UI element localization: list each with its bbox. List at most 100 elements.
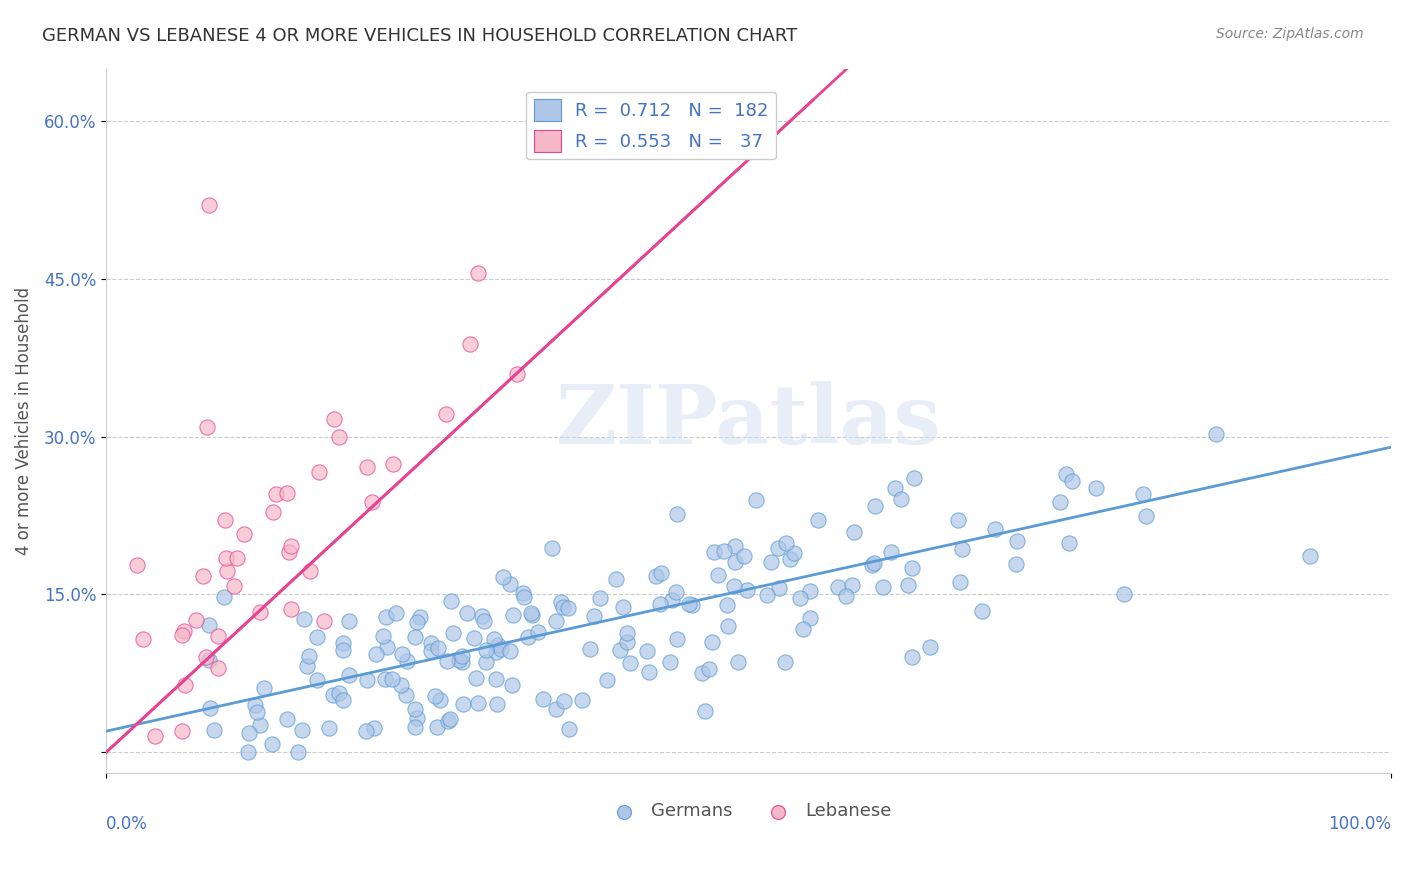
Point xyxy=(661,592,683,607)
Point xyxy=(377,640,399,655)
Point xyxy=(952,541,974,556)
Point xyxy=(489,641,512,656)
Point xyxy=(305,673,328,688)
Point xyxy=(551,600,574,615)
Point xyxy=(502,607,524,622)
Point xyxy=(305,630,328,644)
Point xyxy=(395,688,418,702)
Point xyxy=(332,643,354,657)
Legend: Germans, Lebanese: Germans, Lebanese xyxy=(599,795,898,828)
Point xyxy=(636,644,658,658)
Point xyxy=(745,493,768,508)
Point xyxy=(485,673,508,687)
Point xyxy=(863,499,886,513)
Point xyxy=(249,605,271,619)
Point xyxy=(775,536,797,550)
Point xyxy=(143,730,166,744)
Point xyxy=(356,459,378,474)
Point xyxy=(799,583,821,598)
Text: 100.0%: 100.0% xyxy=(1329,815,1391,833)
Point xyxy=(395,654,418,668)
Point xyxy=(328,429,350,443)
Point xyxy=(463,631,485,645)
Point xyxy=(768,581,790,595)
Point xyxy=(429,692,451,706)
Point xyxy=(207,628,229,642)
Text: 0.0%: 0.0% xyxy=(107,815,148,833)
Point xyxy=(492,570,515,584)
Point xyxy=(198,653,221,667)
Point xyxy=(697,662,720,676)
Point xyxy=(467,696,489,710)
Point xyxy=(200,701,222,715)
Point xyxy=(426,640,449,655)
Point xyxy=(779,552,801,566)
Point xyxy=(540,541,562,556)
Point xyxy=(298,649,321,664)
Point xyxy=(337,614,360,628)
Point xyxy=(456,606,478,620)
Point xyxy=(880,545,903,559)
Point xyxy=(638,665,661,679)
Point xyxy=(807,513,830,527)
Point xyxy=(901,650,924,665)
Point xyxy=(266,487,288,501)
Point xyxy=(214,513,236,527)
Point xyxy=(665,585,688,599)
Point xyxy=(389,678,412,692)
Point xyxy=(420,644,443,658)
Point xyxy=(844,524,866,539)
Point xyxy=(903,471,925,485)
Point xyxy=(292,612,315,626)
Point xyxy=(318,722,340,736)
Point xyxy=(517,630,540,644)
Point xyxy=(426,719,449,733)
Point xyxy=(650,566,672,581)
Point xyxy=(127,558,149,573)
Point xyxy=(707,567,730,582)
Point xyxy=(727,655,749,669)
Point xyxy=(222,579,245,593)
Point xyxy=(890,491,912,506)
Point xyxy=(841,578,863,592)
Point xyxy=(703,545,725,559)
Point xyxy=(501,678,523,692)
Point xyxy=(328,685,350,699)
Point xyxy=(1060,474,1083,488)
Point xyxy=(447,653,470,667)
Point xyxy=(194,649,217,664)
Point xyxy=(717,619,740,633)
Point xyxy=(434,407,457,421)
Point xyxy=(724,539,747,553)
Point xyxy=(170,724,193,739)
Point xyxy=(553,694,575,708)
Point xyxy=(215,564,238,578)
Point xyxy=(243,698,266,712)
Point xyxy=(436,714,458,729)
Point xyxy=(202,723,225,738)
Point xyxy=(373,629,395,643)
Point xyxy=(713,543,735,558)
Point xyxy=(583,608,606,623)
Point xyxy=(946,513,969,527)
Point xyxy=(253,681,276,695)
Point xyxy=(884,481,907,495)
Point xyxy=(451,698,474,712)
Point xyxy=(332,636,354,650)
Point xyxy=(485,645,508,659)
Point xyxy=(291,723,314,738)
Point xyxy=(901,561,924,575)
Point xyxy=(733,549,755,563)
Point xyxy=(278,544,301,558)
Point xyxy=(835,590,858,604)
Point xyxy=(863,557,886,571)
Point xyxy=(723,579,745,593)
Point xyxy=(557,722,579,736)
Point xyxy=(295,659,318,673)
Point xyxy=(280,602,302,616)
Point xyxy=(458,337,481,351)
Point xyxy=(391,647,413,661)
Point xyxy=(557,600,579,615)
Text: ZIPatlas: ZIPatlas xyxy=(555,381,942,461)
Point xyxy=(596,673,619,687)
